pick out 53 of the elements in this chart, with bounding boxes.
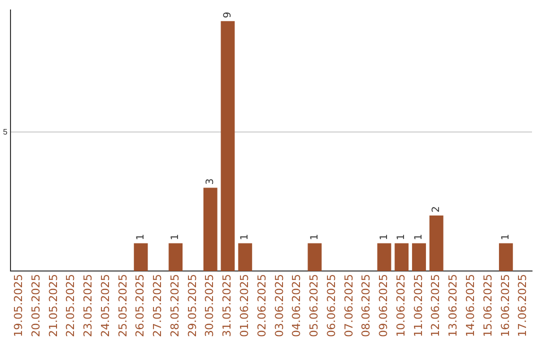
bar bbox=[134, 243, 148, 272]
x-tick-label: 06.06.2025 bbox=[324, 274, 338, 338]
bar bbox=[238, 243, 252, 272]
x-tick-label: 11.06.2025 bbox=[412, 274, 425, 338]
x-tick-label: 05.06.2025 bbox=[308, 274, 321, 338]
x-tick-label: 16.06.2025 bbox=[498, 274, 512, 338]
x-tick-label: 12.06.2025 bbox=[429, 274, 442, 338]
x-tick-label: 07.06.2025 bbox=[342, 274, 356, 338]
x-tick-label: 19.05.2025 bbox=[12, 274, 25, 338]
x-tick-label: 21.05.2025 bbox=[46, 274, 60, 338]
x-tick-label: 25.05.2025 bbox=[116, 274, 130, 338]
data-label: 1 bbox=[170, 234, 182, 240]
bar bbox=[429, 215, 444, 272]
bar bbox=[308, 243, 322, 272]
data-label: 1 bbox=[414, 234, 425, 240]
x-tick-label: 20.05.2025 bbox=[29, 274, 42, 338]
x-tick-label: 23.05.2025 bbox=[82, 274, 95, 338]
data-label: 1 bbox=[396, 234, 408, 240]
x-tick-label: 28.05.2025 bbox=[168, 274, 182, 338]
bar bbox=[498, 243, 513, 272]
x-tick-label: 14.06.2025 bbox=[464, 274, 478, 338]
x-tick-label: 01.06.2025 bbox=[238, 274, 252, 338]
y-tick-label: 5 bbox=[2, 127, 8, 136]
bar bbox=[168, 243, 183, 272]
x-tick-label: 02.06.2025 bbox=[255, 274, 268, 338]
x-tick-label: 15.06.2025 bbox=[481, 274, 494, 338]
x-tick-label: 13.06.2025 bbox=[446, 274, 460, 338]
x-tick-label: 04.06.2025 bbox=[290, 274, 304, 338]
data-label: 9 bbox=[222, 12, 234, 18]
x-tick-label: 03.06.2025 bbox=[272, 274, 286, 338]
data-label: 3 bbox=[204, 178, 216, 185]
bar bbox=[203, 188, 218, 272]
data-label: 2 bbox=[430, 206, 442, 212]
x-tick-label: 09.06.2025 bbox=[377, 274, 390, 338]
bar bbox=[394, 243, 409, 272]
x-tick-label: 27.05.2025 bbox=[151, 274, 164, 338]
x-tick-label: 17.06.2025 bbox=[516, 274, 530, 338]
x-tick-label: 10.06.2025 bbox=[394, 274, 408, 338]
data-label: 1 bbox=[309, 234, 320, 240]
x-tick-label: 30.05.2025 bbox=[203, 274, 216, 338]
data-label: 1 bbox=[378, 234, 390, 240]
x-tick-label: 08.06.2025 bbox=[360, 274, 373, 338]
data-label: 1 bbox=[500, 234, 512, 240]
x-tick-label: 26.05.2025 bbox=[134, 274, 147, 338]
data-label: 1 bbox=[135, 234, 146, 240]
data-label: 1 bbox=[240, 234, 251, 240]
x-tick-label: 31.05.2025 bbox=[220, 274, 234, 338]
x-tick-label: 24.05.2025 bbox=[98, 274, 112, 338]
bar bbox=[412, 243, 426, 272]
bar bbox=[220, 21, 235, 272]
x-tick-label: 29.05.2025 bbox=[186, 274, 199, 338]
bar bbox=[377, 243, 392, 272]
x-tick-label: 22.05.2025 bbox=[64, 274, 78, 338]
